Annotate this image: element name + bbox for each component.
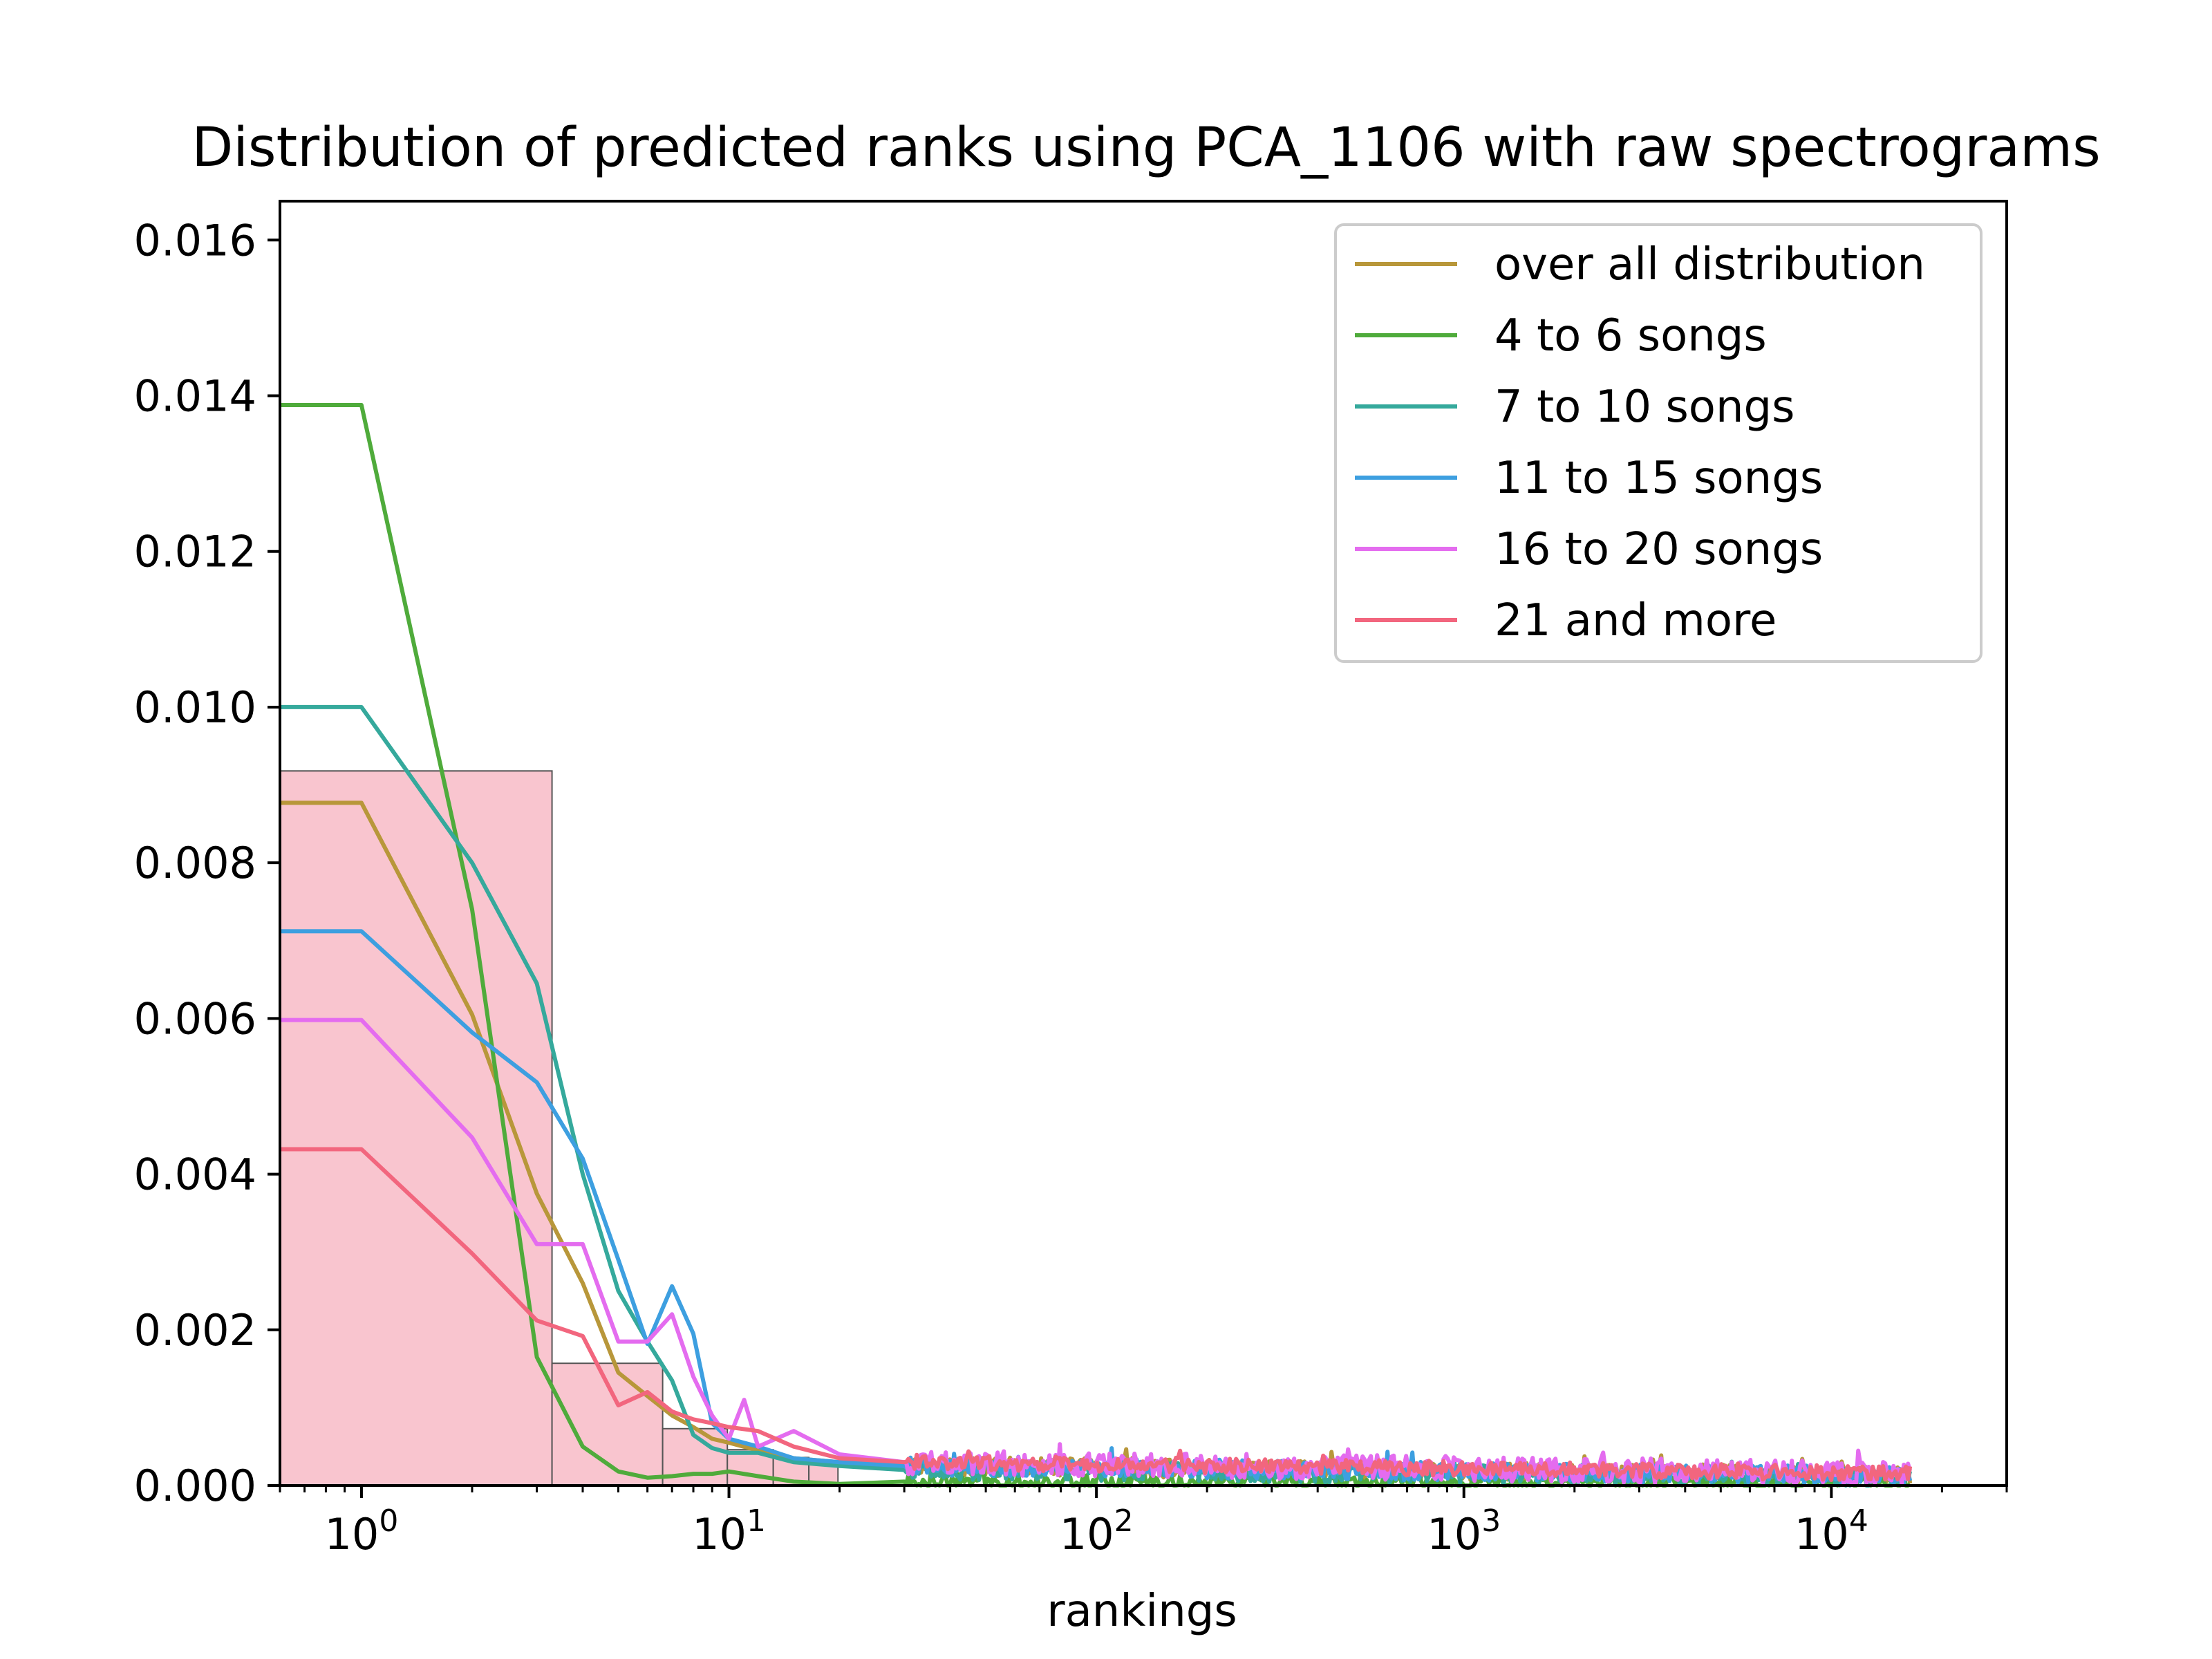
legend-label-1: over all distribution <box>1494 239 1925 290</box>
histogram-bar-0 <box>279 770 553 1486</box>
y-tick-label-0: 0.000 <box>134 1461 257 1511</box>
x-axis: 100 101 102 103 104 <box>279 1485 2008 1559</box>
x-axis-label: rankings <box>1047 1586 1237 1637</box>
legend-box <box>1334 223 1983 663</box>
plot-frame <box>279 200 2008 1487</box>
series-layer <box>280 403 1913 1488</box>
x-tick-label-3: 103 <box>1427 1503 1501 1559</box>
x-tick-label-4: 104 <box>1794 1503 1868 1559</box>
chart-title: Distribution of predicted ranks using PC… <box>191 117 2101 179</box>
y-tick-label-1: 0.002 <box>134 1305 257 1356</box>
y-tick-label-3: 0.006 <box>134 993 257 1044</box>
y-axis: 0.000 0.002 0.004 0.006 0.008 0.010 0.012 0.014… <box>134 215 280 1511</box>
legend-label-3: 7 to 10 songs <box>1494 382 1794 433</box>
legend-label-5: 16 to 20 songs <box>1494 524 1823 575</box>
histogram-layer <box>279 770 839 1487</box>
x-tick-label-0: 100 <box>324 1503 398 1559</box>
series-line-6 <box>280 1147 1913 1482</box>
legend: over all distribution 4 to 6 songs 7 to 10… <box>1334 223 1983 663</box>
legend-label-2: 4 to 6 songs <box>1494 310 1767 362</box>
x-tick-label-2: 102 <box>1060 1503 1134 1559</box>
legend-label-6: 21 and more <box>1494 595 1777 646</box>
legend-label-4: 11 to 15 songs <box>1494 453 1823 504</box>
y-tick-label-7: 0.014 <box>134 371 257 422</box>
y-tick-label-5: 0.010 <box>134 682 257 733</box>
x-tick-label-1: 101 <box>692 1503 766 1559</box>
y-tick-label-4: 0.008 <box>134 838 257 888</box>
y-tick-label-6: 0.012 <box>134 527 257 577</box>
y-tick-label-8: 0.016 <box>134 215 257 265</box>
y-tick-label-2: 0.004 <box>134 1150 257 1200</box>
